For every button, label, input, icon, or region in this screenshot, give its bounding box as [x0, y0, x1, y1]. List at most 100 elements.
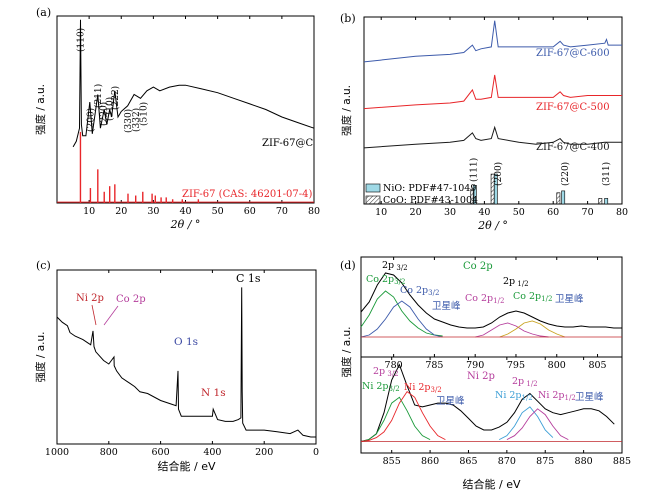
- x-tick-label-a: 40: [179, 206, 191, 217]
- legend-label-coo: CoO: PDF#43-1004: [383, 195, 478, 206]
- nio-bar: [604, 198, 609, 205]
- x-tick-label-b: 10: [375, 207, 387, 218]
- x-tick-label-b: 30: [444, 207, 456, 218]
- peak-label-a: (310): [105, 97, 116, 121]
- x-tick-label-d0: 785: [425, 360, 443, 371]
- series-line-d0-2: [360, 300, 443, 338]
- satellite-label-d-co-2: 卫星峰: [555, 294, 584, 305]
- x-tick-label-b: 20: [410, 207, 422, 218]
- peak-label-d-co-c: Co 2p3/2: [400, 285, 439, 297]
- peak-label-a: (200): [85, 108, 96, 132]
- pointer-c-co: [103, 305, 119, 326]
- x-tick-label-d1: 870: [498, 456, 516, 467]
- peak-label-a: (332): [131, 108, 142, 132]
- peak-label-b: (220): [560, 162, 571, 186]
- peak-label-d-ni-d: 2p 1/2: [512, 376, 538, 388]
- series-line-d0-1: [360, 290, 443, 337]
- series-label-b-400: ZIF-67@C-400: [536, 142, 610, 153]
- subplot-title-co: Co 2p: [463, 261, 493, 272]
- x-tick-label-d1: 875: [536, 456, 554, 467]
- x-tick-label-c: 800: [100, 447, 118, 458]
- x-axis-label-a: 2θ / °: [170, 218, 201, 231]
- series-label-a-ref: ZIF-67 (CAS: 46201-07-4): [182, 189, 312, 200]
- x-tick-label-d0: 800: [548, 360, 566, 371]
- x-tick-label-a: 20: [115, 206, 127, 217]
- x-tick-label-b: 40: [478, 207, 490, 218]
- y-axis-label-a: 强度 / a.u.: [34, 84, 47, 135]
- y-axis-label-d: 强度 / a.u.: [340, 327, 353, 378]
- x-axis-label-d: 结合能 / eV: [463, 477, 521, 491]
- series-line-d1-2: [360, 390, 446, 442]
- y-axis-label-b: 强度 / a.u.: [340, 85, 353, 136]
- series-line-d1-3: [498, 406, 554, 441]
- legend-swatch-coo: [365, 195, 381, 205]
- peak-label-c-c: C 1s: [236, 272, 261, 285]
- subplot-ni2p: 855 860 865 870 875 880 885: [360, 356, 631, 467]
- series-line-b-1: [363, 74, 622, 110]
- peak-label-c-ni: Ni 2p: [76, 293, 104, 304]
- legend-swatch-nio: [365, 183, 381, 193]
- series-line-d1-0: [360, 363, 615, 442]
- x-tick-label-c: 0: [313, 447, 319, 458]
- x-tick-label-d0: 805: [588, 360, 606, 371]
- coo-bar: [490, 173, 495, 205]
- peak-label-a: (330): [123, 109, 134, 133]
- x-tick-label-c: 600: [152, 447, 170, 458]
- satellite-label-d-ni-2: 卫星峰: [575, 392, 604, 403]
- peak-label-a: (211): [93, 84, 104, 108]
- peak-label-a: (220): [98, 102, 109, 126]
- coo-bar: [556, 192, 561, 205]
- coo-bar: [598, 198, 603, 205]
- panel-c: 1000 800 600 400 200 0 (c) 结合能 / eV 强度 / a.u. Ni …: [34, 259, 319, 473]
- x-tick-label-d0: 790: [466, 360, 484, 371]
- x-tick-label-b: 60: [547, 207, 559, 218]
- x-tick-label-d1: 860: [421, 456, 439, 467]
- legend-label-nio: NiO: PDF#47-1049: [383, 183, 476, 194]
- coo-bar: [470, 188, 475, 205]
- peak-label-a: (510): [139, 102, 150, 126]
- series-line-d0-3: [475, 322, 549, 338]
- y-axis-label-c: 强度 / a.u.: [34, 332, 47, 383]
- plot-frame-d0: [360, 256, 623, 358]
- peak-label-d-ni-b: Ni 2p3/2: [362, 381, 400, 393]
- series-label-a-sample: ZIF-67@C: [262, 138, 313, 149]
- x-tick-label-a: 80: [308, 206, 320, 217]
- peak-label-d-ni-e: Ni 2p1/2: [495, 390, 533, 402]
- peak-label-d-ni-f: Ni 2p1/2: [538, 390, 576, 402]
- x-axis-label-c: 结合能 / eV: [158, 459, 216, 473]
- panel-label-b: (b): [340, 12, 356, 25]
- x-tick-label-d1: 865: [459, 456, 477, 467]
- series-line-a-sample: [72, 19, 315, 148]
- series-label-b-600: ZIF-67@C-600: [536, 48, 610, 59]
- peak-label-d-ni-c: Ni 2p3/2: [404, 382, 442, 394]
- panel-label-c: (c): [36, 259, 51, 272]
- peak-label-b: (111): [468, 158, 479, 182]
- series-line-d0-0: [360, 272, 622, 329]
- x-tick-label-a: 10: [83, 206, 95, 217]
- x-tick-label-c: 400: [203, 447, 221, 458]
- satellite-label-d-ni-1: 卫星峰: [436, 396, 465, 407]
- peak-label-c-co: Co 2p: [116, 294, 146, 305]
- series-line-c: [56, 287, 316, 438]
- panel-b: 10 20 30 40 50 60 70 80 (b) 2θ / ° 强度 / a.u. ZIF-67…: [340, 12, 628, 232]
- peak-label-d-co-d: Co 2p1/2: [465, 293, 504, 305]
- x-tick-label-d0: 780: [385, 360, 403, 371]
- subplot-title-ni: Ni 2p: [467, 371, 495, 382]
- x-tick-label-c: 1000: [45, 447, 69, 458]
- x-tick-label-a: 70: [276, 206, 288, 217]
- series-line-b-0: [363, 20, 622, 63]
- satellite-label-d-co-1: 卫星峰: [432, 301, 461, 312]
- plot-frame-c: [56, 269, 317, 445]
- x-tick-label-b: 80: [616, 207, 628, 218]
- x-tick-label-c: 200: [255, 447, 273, 458]
- panel-label-d: (d): [340, 259, 356, 272]
- series-line-d1-4: [506, 408, 569, 441]
- x-tick-label-d1: 855: [383, 456, 401, 467]
- x-tick-label-a: 30: [147, 206, 159, 217]
- peak-label-d-co-f: Co 2p1/2: [513, 291, 552, 303]
- series-line-d1-1: [360, 396, 431, 442]
- series-label-b-500: ZIF-67@C-500: [536, 102, 610, 113]
- peak-label-b: (200): [493, 162, 504, 186]
